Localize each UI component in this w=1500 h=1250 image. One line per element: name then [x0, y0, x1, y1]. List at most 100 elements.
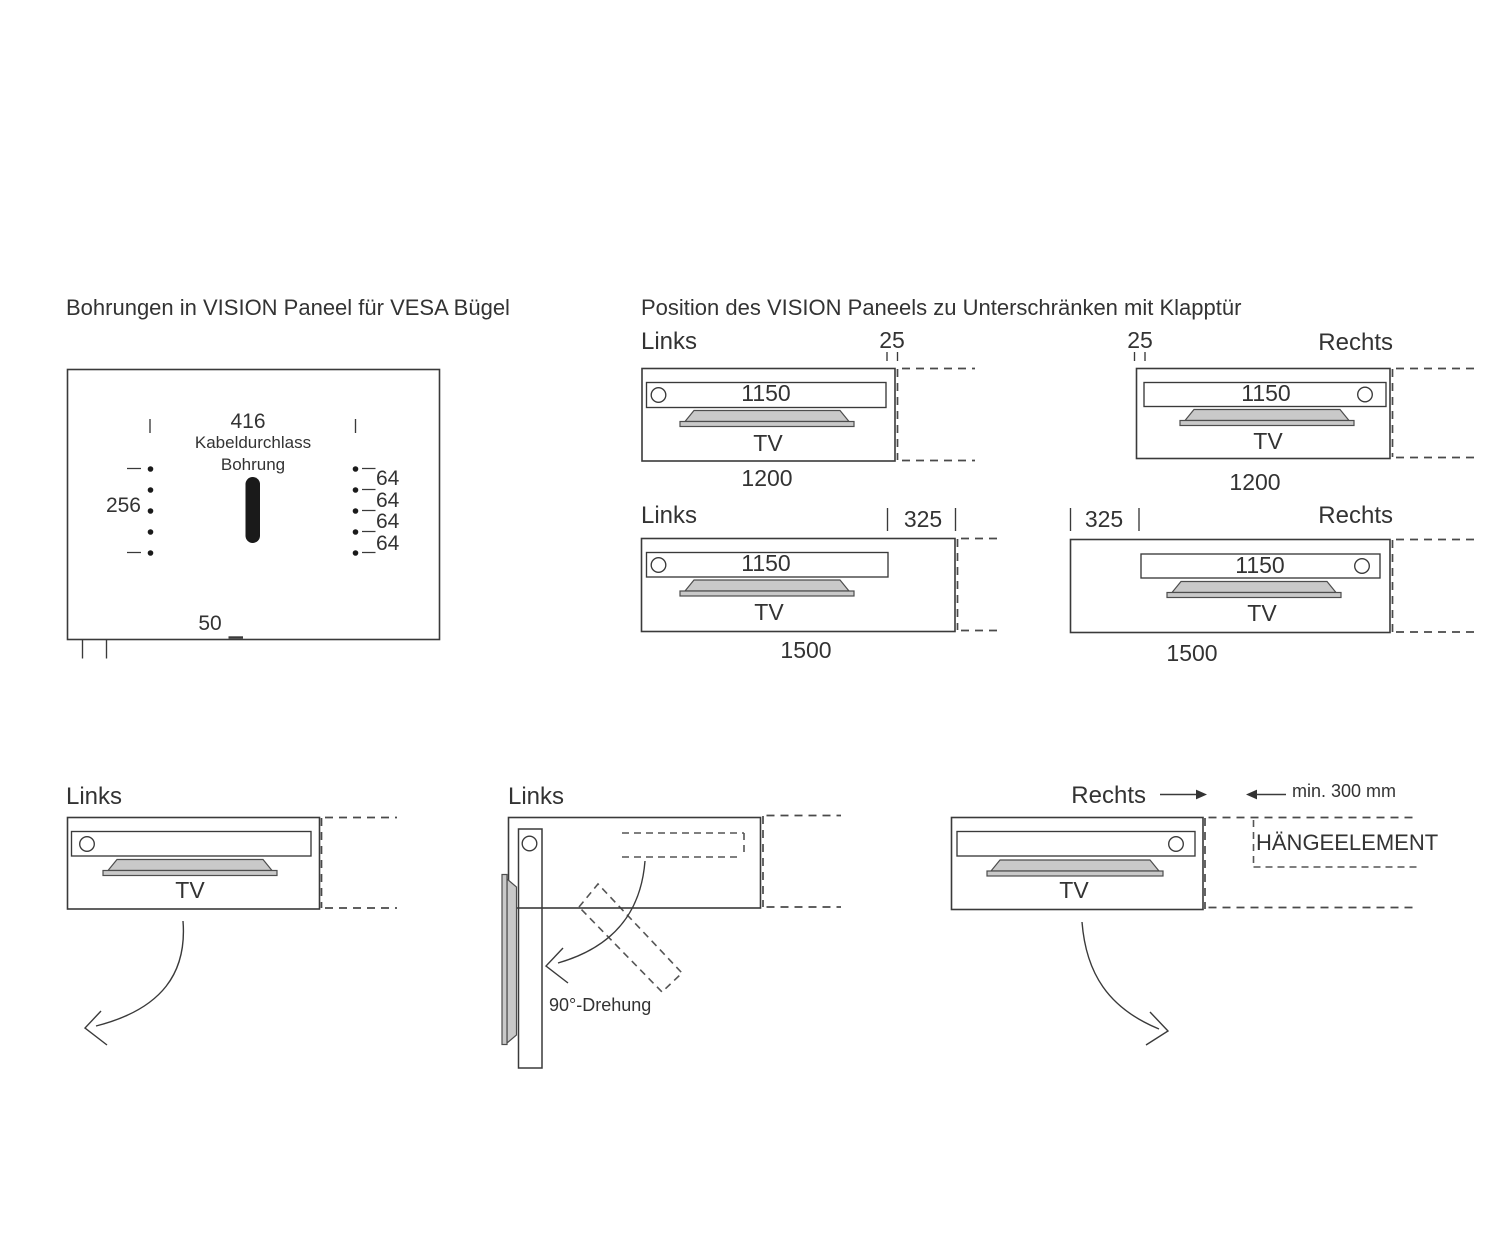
- tv-label: TV: [175, 877, 205, 903]
- dim-ticks-416: [149, 419, 357, 433]
- pivot-hole: [1354, 558, 1370, 574]
- tv-base: [679, 420, 855, 428]
- hanging-unit-dashed-box: [1252, 820, 1418, 868]
- cabinet-width-label: 1500: [1166, 640, 1218, 666]
- positions-section-title: Position des VISION Paneels zu Unterschr…: [641, 295, 1242, 320]
- cabinet-1200-rechts: [1133, 352, 1477, 460]
- dim-64-label: 64: [376, 489, 400, 512]
- gap-ticks: [886, 508, 957, 531]
- tv-base-rotated: [501, 873, 508, 1046]
- tv-base: [986, 870, 1164, 877]
- tv-base: [1179, 419, 1355, 427]
- gap-label: 325: [903, 506, 943, 532]
- vision-panel: [645, 381, 887, 409]
- dim-64-label: 64: [376, 467, 400, 490]
- cabinet-outline: [1135, 367, 1391, 460]
- cable-slot-label-2: Bohrung: [220, 455, 286, 474]
- cabinet-1500-rechts: [1069, 508, 1477, 634]
- vesa-panel-outline: [66, 368, 441, 641]
- cabinet-width-label: 1500: [780, 637, 832, 663]
- cabinet-outline: [507, 816, 762, 909]
- door-swing-rechts: [950, 789, 1418, 1046]
- adjacent-unit-dashed: [320, 816, 397, 909]
- tv-label: TV: [1059, 877, 1089, 903]
- vesa-panel-diagram: [66, 368, 441, 659]
- vision-panel: [1143, 381, 1387, 408]
- tv-silhouette: [1170, 580, 1338, 594]
- cabinet-width-label: 1200: [1229, 469, 1281, 495]
- cabinet-width-label: 1200: [741, 465, 793, 491]
- tv-silhouette: [683, 409, 851, 423]
- dim-ticks-64: [362, 467, 376, 554]
- adjacent-unit-dashed: [1391, 538, 1477, 633]
- cabinet-outline: [950, 816, 1204, 911]
- gap-label: 325: [1084, 506, 1124, 532]
- cable-slot-label-1: Kabeldurchlass: [194, 433, 312, 452]
- panel-width-label: 1150: [741, 550, 791, 576]
- hanging-unit-label: HÄNGEELEMENT: [1256, 830, 1439, 855]
- vision-panel-rotated: [517, 828, 543, 1069]
- dim-256-label: 256: [105, 494, 141, 517]
- side-label: Rechts: [1071, 782, 1146, 809]
- cabinet-outline: [641, 367, 896, 462]
- pivot-hole: [79, 836, 95, 852]
- tv-label: TV: [1247, 600, 1277, 626]
- arrowhead-left-icon: [544, 947, 569, 984]
- gap-ticks: [1133, 352, 1146, 361]
- gap-ticks: [886, 352, 899, 361]
- rotation-label: 90°-Drehung: [549, 995, 652, 1015]
- side-label: Links: [641, 502, 698, 529]
- arrow-left-icon: [1246, 789, 1257, 800]
- panel-width-label: 1150: [741, 380, 791, 406]
- adjacent-unit-dashed: [1391, 367, 1477, 459]
- panel-ghost-diagonal: [577, 882, 684, 994]
- vision-panel: [70, 830, 312, 857]
- cabinet-outline: [640, 537, 956, 633]
- cabinet-outline: [66, 816, 321, 910]
- tv-silhouette-rotated: [506, 877, 518, 1045]
- adjacent-unit-dashed: [762, 814, 841, 908]
- drill-holes-right: [352, 466, 359, 556]
- tv-label: TV: [754, 599, 784, 625]
- dim-416-label: 416: [230, 410, 266, 433]
- cabinet-1500-links: [640, 508, 1003, 633]
- min-clearance-label: min. 300 mm: [1292, 781, 1397, 801]
- vesa-section-title: Bohrungen in VISION Paneel für VESA Büge…: [66, 295, 510, 320]
- vision-panel: [956, 830, 1196, 857]
- adjacent-unit-dashed: [1204, 816, 1418, 909]
- tv-silhouette: [989, 859, 1161, 872]
- pivot-hole: [650, 387, 667, 403]
- tv-silhouette: [1183, 408, 1351, 422]
- rotation-90-links: [501, 814, 841, 1069]
- pivot-hole: [1357, 386, 1373, 403]
- door-swing-arc: [1081, 921, 1160, 1030]
- tv-base: [679, 590, 855, 597]
- arrow-right-icon: [1196, 789, 1207, 800]
- door-swing-arc: [95, 920, 185, 1027]
- vision-panel: [1140, 553, 1381, 579]
- side-label: Links: [66, 783, 123, 810]
- cabinet-1200-links: [641, 352, 975, 462]
- cabinet-outline: [1069, 538, 1391, 634]
- tv-base: [102, 869, 278, 877]
- side-label: Links: [508, 783, 565, 810]
- drill-holes-left: [147, 466, 154, 556]
- pivot-hole: [650, 557, 667, 573]
- dim-64-label: 64: [376, 532, 400, 555]
- tv-label: TV: [753, 430, 783, 456]
- rotation-arc: [557, 860, 646, 964]
- side-label: Rechts: [1318, 329, 1393, 356]
- arrowhead-left-icon: [83, 1010, 108, 1046]
- panel-ghost-horizontal: [622, 832, 745, 858]
- panel-width-label: 1150: [1235, 552, 1285, 578]
- gap-label: 25: [879, 327, 905, 353]
- panel-width-label: 1150: [1241, 380, 1291, 406]
- side-label: Rechts: [1318, 502, 1393, 529]
- dim-50-label: 50: [198, 612, 222, 635]
- panel-foot-tab: [81, 640, 108, 659]
- dim-64-label: 64: [376, 510, 400, 533]
- side-label: Links: [641, 328, 698, 355]
- gap-ticks: [1069, 508, 1140, 531]
